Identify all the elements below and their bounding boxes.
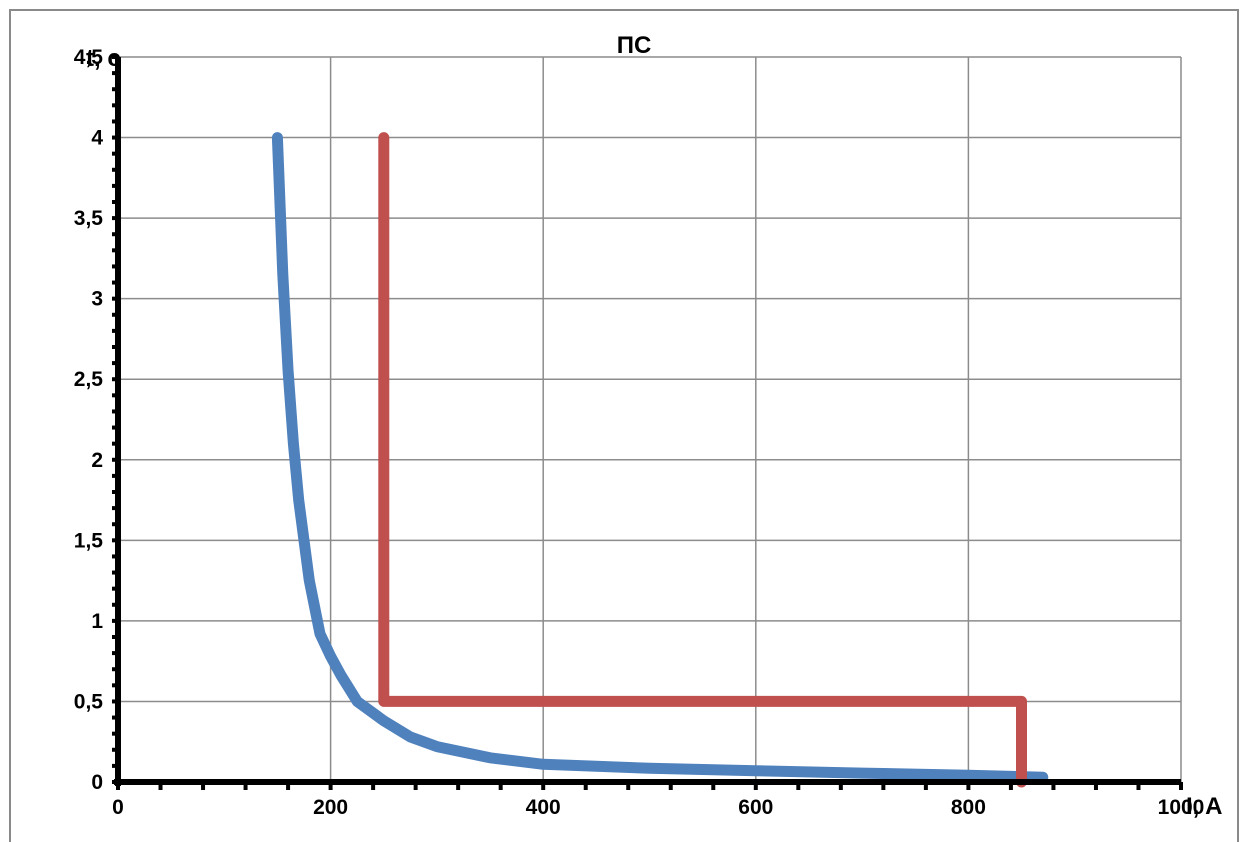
y-tick-label: 3,5 bbox=[74, 207, 104, 230]
y-tick-label: 1,5 bbox=[74, 529, 104, 552]
grid-layer bbox=[118, 56, 1182, 782]
series-layer bbox=[271, 132, 1049, 788]
x-axis-title: I, A bbox=[1186, 793, 1222, 820]
y-tick-label: 2 bbox=[91, 449, 103, 472]
y-tick-label: 0,5 bbox=[74, 690, 104, 713]
series-line-2 bbox=[378, 132, 1027, 788]
x-tick-label: 400 bbox=[526, 796, 561, 819]
axis-layer bbox=[112, 55, 1183, 790]
y-tick-label: 0 bbox=[91, 771, 103, 794]
y-tick-label: 3 bbox=[91, 288, 103, 311]
y-axis-title: t, c bbox=[86, 45, 121, 72]
y-tick-label: 4,5 bbox=[74, 46, 104, 69]
y-tick-label: 1 bbox=[91, 610, 103, 633]
x-tick-label: 800 bbox=[951, 796, 986, 819]
y-tick-label: 2,5 bbox=[74, 368, 104, 391]
label-layer: 0 200 400 600 800 1000 0 0,5 1 1,5 2 2,5 3 3,5 4 4,5 bbox=[74, 46, 1205, 819]
x-tick-label: 1000 bbox=[1158, 796, 1205, 819]
chart-frame bbox=[9, 9, 1239, 842]
chart-title: ПС bbox=[617, 32, 652, 59]
series-line-1 bbox=[271, 132, 1049, 783]
x-tick-label: 200 bbox=[313, 796, 348, 819]
y-tick-label: 4 bbox=[91, 127, 103, 150]
x-tick-label: 600 bbox=[738, 796, 773, 819]
x-tick-label: 0 bbox=[112, 796, 124, 819]
